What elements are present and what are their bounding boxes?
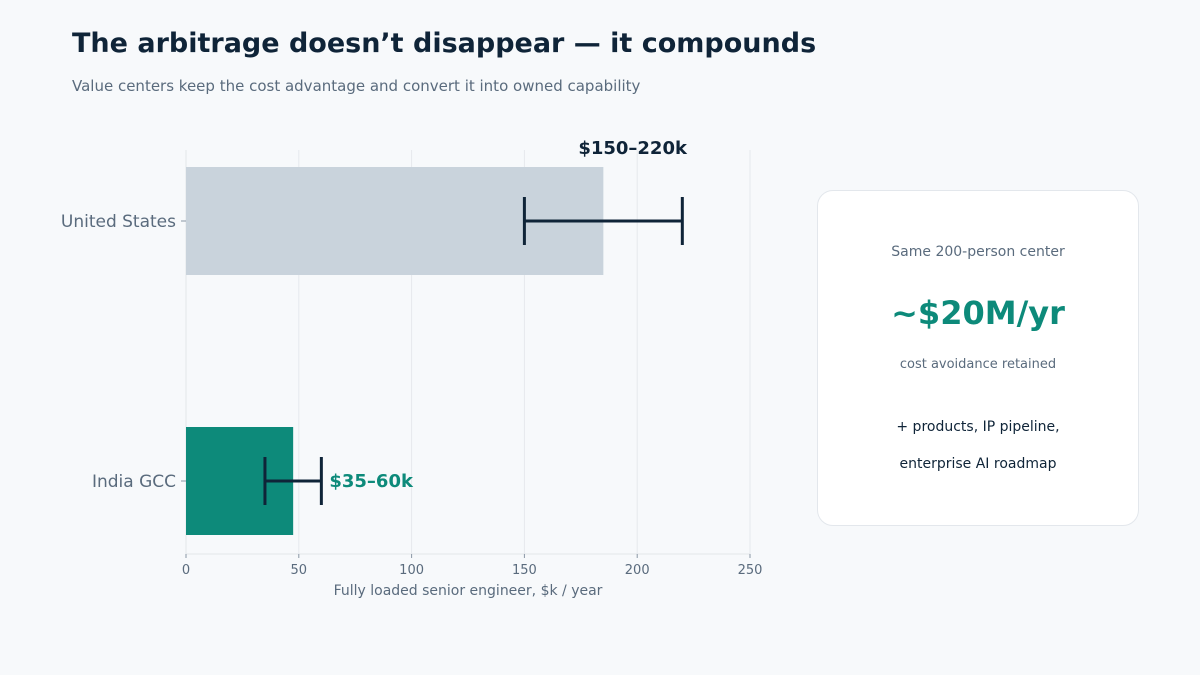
x-tick-label-100: 100: [399, 563, 424, 578]
category-label-india-gcc: India GCC: [92, 472, 176, 492]
x-tick-label-250: 250: [738, 563, 763, 578]
card-caption: Same 200-person center: [891, 244, 1065, 260]
summary-card: Same 200-person center ~$20M/yr cost avo…: [817, 190, 1139, 526]
cost-bar-chart: 0 50 100 150 200 250 Fully loaded senior engin…: [61, 138, 763, 599]
card-value: ~$20M/yr: [891, 294, 1065, 332]
card-subcaption: cost avoidance retained: [899, 357, 1057, 372]
data-label-united-states: $150–220k: [578, 138, 688, 159]
x-tick-label-0: 0: [182, 563, 190, 578]
x-axis-label: Fully loaded senior engineer, $k / year: [334, 583, 603, 599]
x-tick-label-200: 200: [625, 563, 650, 578]
card-detail-line-2: enterprise AI roadmap: [899, 456, 1057, 472]
x-tick-label-150: 150: [512, 563, 537, 578]
data-label-india-gcc: $35–60k: [329, 471, 414, 492]
page-subtitle: Value centers keep the cost advantage an…: [72, 77, 641, 95]
page-title: The arbitrage doesn’t disappear — it com…: [72, 28, 817, 59]
category-label-united-states: United States: [61, 212, 176, 232]
card-detail-line-1: + products, IP pipeline,: [896, 419, 1060, 435]
x-tick-label-50: 50: [291, 563, 308, 578]
